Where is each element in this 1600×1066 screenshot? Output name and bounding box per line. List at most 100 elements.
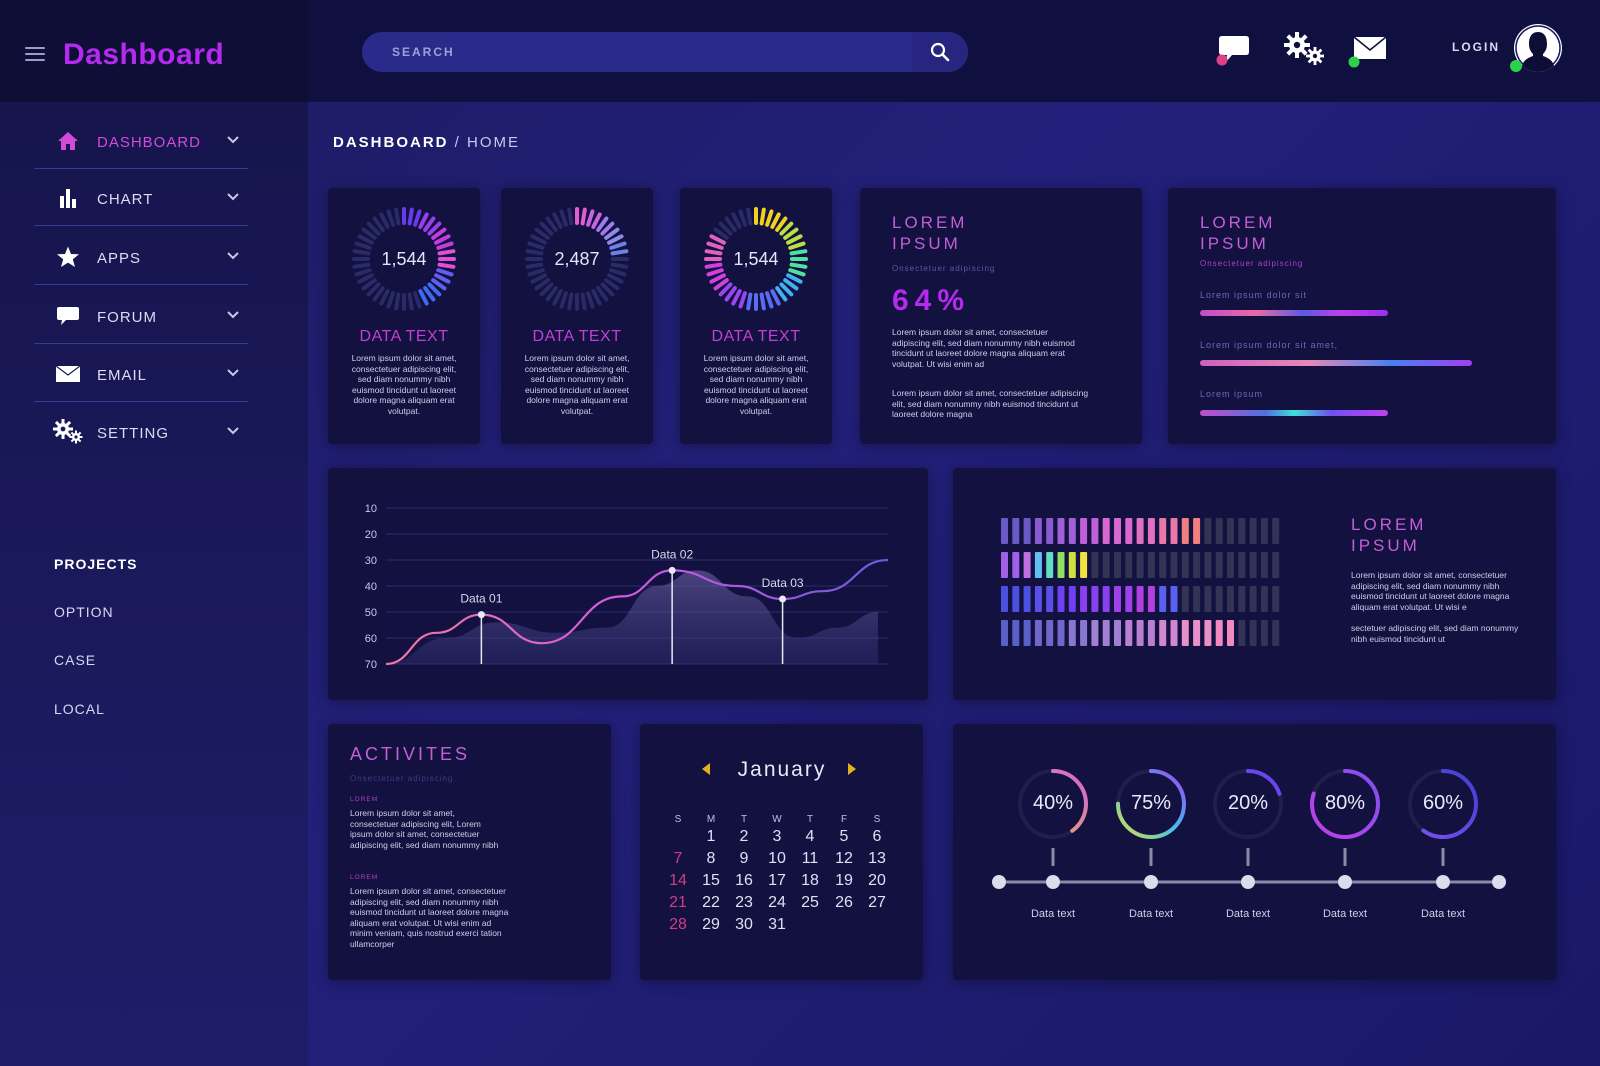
chevron-down-icon: [227, 252, 239, 260]
percent-value: 64%: [892, 284, 971, 317]
calendar-day[interactable]: 27: [868, 894, 886, 911]
eq-bar-lit: [1193, 620, 1201, 646]
progress-value: 60%: [1422, 792, 1464, 814]
sidebar-item-chart[interactable]: CHART: [34, 170, 248, 226]
eq-bar-lit: [1034, 552, 1042, 578]
eq-bar-lit: [1147, 586, 1155, 612]
timeline-node[interactable]: [1241, 875, 1255, 889]
eq-bar-lit: [1001, 552, 1008, 578]
calendar-day[interactable]: 17: [768, 872, 786, 889]
calendar-day[interactable]: 14: [669, 872, 687, 889]
calendar-day[interactable]: 31: [768, 916, 786, 933]
timeline-node[interactable]: [992, 875, 1006, 889]
project-case-link[interactable]: CASE: [54, 652, 97, 668]
timeline-node[interactable]: [1436, 875, 1450, 889]
eq-bar-lit: [1136, 620, 1144, 646]
stat-card-2: 2,487 DATA TEXT Lorem ipsum dolor sit am…: [501, 188, 653, 444]
data-point[interactable]: [668, 566, 676, 574]
radial-gauge-2: [525, 207, 629, 311]
gauge-tick: [413, 291, 422, 309]
login-link[interactable]: LOGIN: [1452, 40, 1500, 54]
gauge-tick-lit: [775, 286, 788, 302]
settings-gear-icon[interactable]: [1282, 30, 1326, 66]
gauge-tick: [357, 234, 374, 245]
calendar-day[interactable]: 21: [669, 894, 687, 911]
sidebar-item-setting[interactable]: SETTING: [34, 404, 248, 460]
gauge-tick: [545, 286, 558, 302]
calendar-day[interactable]: 15: [702, 872, 720, 889]
gauge-tick: [552, 289, 563, 306]
calendar-day[interactable]: 10: [768, 850, 786, 867]
stat-description: Lorem ipsum dolor sit amet, consectetuer…: [351, 353, 457, 416]
calendar-day[interactable]: 3: [772, 828, 782, 845]
project-option-link[interactable]: OPTION: [54, 604, 114, 620]
calendar-day[interactable]: 19: [835, 872, 853, 889]
calendar-day[interactable]: 23: [735, 894, 753, 911]
search-bar: [362, 32, 968, 72]
gauge-tick: [525, 249, 544, 256]
prev-month-arrow-icon[interactable]: [700, 762, 712, 776]
search-input[interactable]: [392, 32, 892, 72]
calendar-weekday: T: [806, 814, 814, 825]
mail-notification-icon[interactable]: [1348, 34, 1388, 68]
gauge-tick-lit: [427, 221, 442, 236]
calendar-day[interactable]: 24: [768, 894, 786, 911]
data-point[interactable]: [779, 595, 787, 603]
calendar-day[interactable]: 20: [868, 872, 886, 889]
gauge-tick-lit: [765, 209, 774, 227]
calendar-day[interactable]: 12: [835, 850, 853, 867]
calendar-day[interactable]: 2: [739, 828, 749, 845]
timeline-node[interactable]: [1338, 875, 1352, 889]
eq-bar-lit: [1114, 586, 1121, 612]
calendar-day[interactable]: 13: [868, 850, 886, 867]
data-point[interactable]: [477, 611, 485, 619]
percent-card-text-1: Lorem ipsum dolor sit amet, consectetuer…: [892, 327, 1075, 369]
calendar-day[interactable]: 28: [669, 916, 687, 933]
calendar-day[interactable]: 1: [706, 828, 716, 845]
eq-bar-lit: [1057, 586, 1065, 612]
sidebar-item-apps[interactable]: APPS: [34, 229, 248, 285]
calendar-day[interactable]: 8: [706, 850, 716, 867]
timeline-node[interactable]: [1046, 875, 1060, 889]
sidebar-item-email[interactable]: EMAIL: [34, 346, 248, 402]
eq-bar-lit: [1080, 586, 1088, 612]
gauge-tick-lit: [591, 212, 602, 229]
project-local-link[interactable]: LOCAL: [54, 701, 105, 717]
calendar-day[interactable]: 29: [702, 916, 720, 933]
data-point-label: Data 02: [651, 547, 693, 561]
calendar-day[interactable]: 25: [801, 894, 819, 911]
calendar-day[interactable]: 30: [735, 916, 753, 933]
search-button[interactable]: [912, 32, 968, 72]
eq-bar-lit: [1034, 586, 1042, 612]
calendar-day[interactable]: 22: [702, 894, 720, 911]
calendar-day[interactable]: 16: [735, 872, 753, 889]
stat-title: DATA TEXT: [711, 328, 801, 345]
gauge-tick-lit: [580, 207, 587, 226]
timeline-node[interactable]: [1492, 875, 1506, 889]
calendar-day[interactable]: 7: [673, 850, 683, 867]
sidebar-item-forum[interactable]: FORUM: [34, 288, 248, 344]
calendar-day[interactable]: 11: [801, 850, 819, 867]
gauge-tick-lit: [427, 282, 442, 297]
next-month-arrow-icon[interactable]: [846, 762, 858, 776]
breadcrumb-dashboard[interactable]: DASHBOARD: [333, 134, 449, 151]
calendar-month: January: [737, 758, 827, 781]
gauge-tick: [600, 282, 615, 297]
calendar-day[interactable]: 9: [739, 850, 749, 867]
menu-icon[interactable]: [25, 47, 45, 61]
calendar-day[interactable]: 6: [872, 828, 882, 845]
sidebar-item-dashboard[interactable]: DASHBOARD: [34, 113, 248, 169]
gauge-tick: [357, 273, 374, 284]
gauge-tick-lit: [789, 262, 808, 269]
chat-notification-icon[interactable]: [1216, 34, 1250, 66]
progress-ring: [1408, 769, 1478, 839]
timeline-node[interactable]: [1144, 875, 1158, 889]
calendar-day[interactable]: 18: [801, 872, 819, 889]
progress-value: 80%: [1324, 792, 1366, 814]
avatar[interactable]: [1514, 24, 1562, 72]
eq-bar: [1238, 518, 1246, 544]
calendar-day[interactable]: 26: [835, 894, 853, 911]
line-series: [385, 558, 889, 666]
calendar-day[interactable]: 4: [805, 828, 815, 845]
calendar-day[interactable]: 5: [839, 828, 849, 845]
